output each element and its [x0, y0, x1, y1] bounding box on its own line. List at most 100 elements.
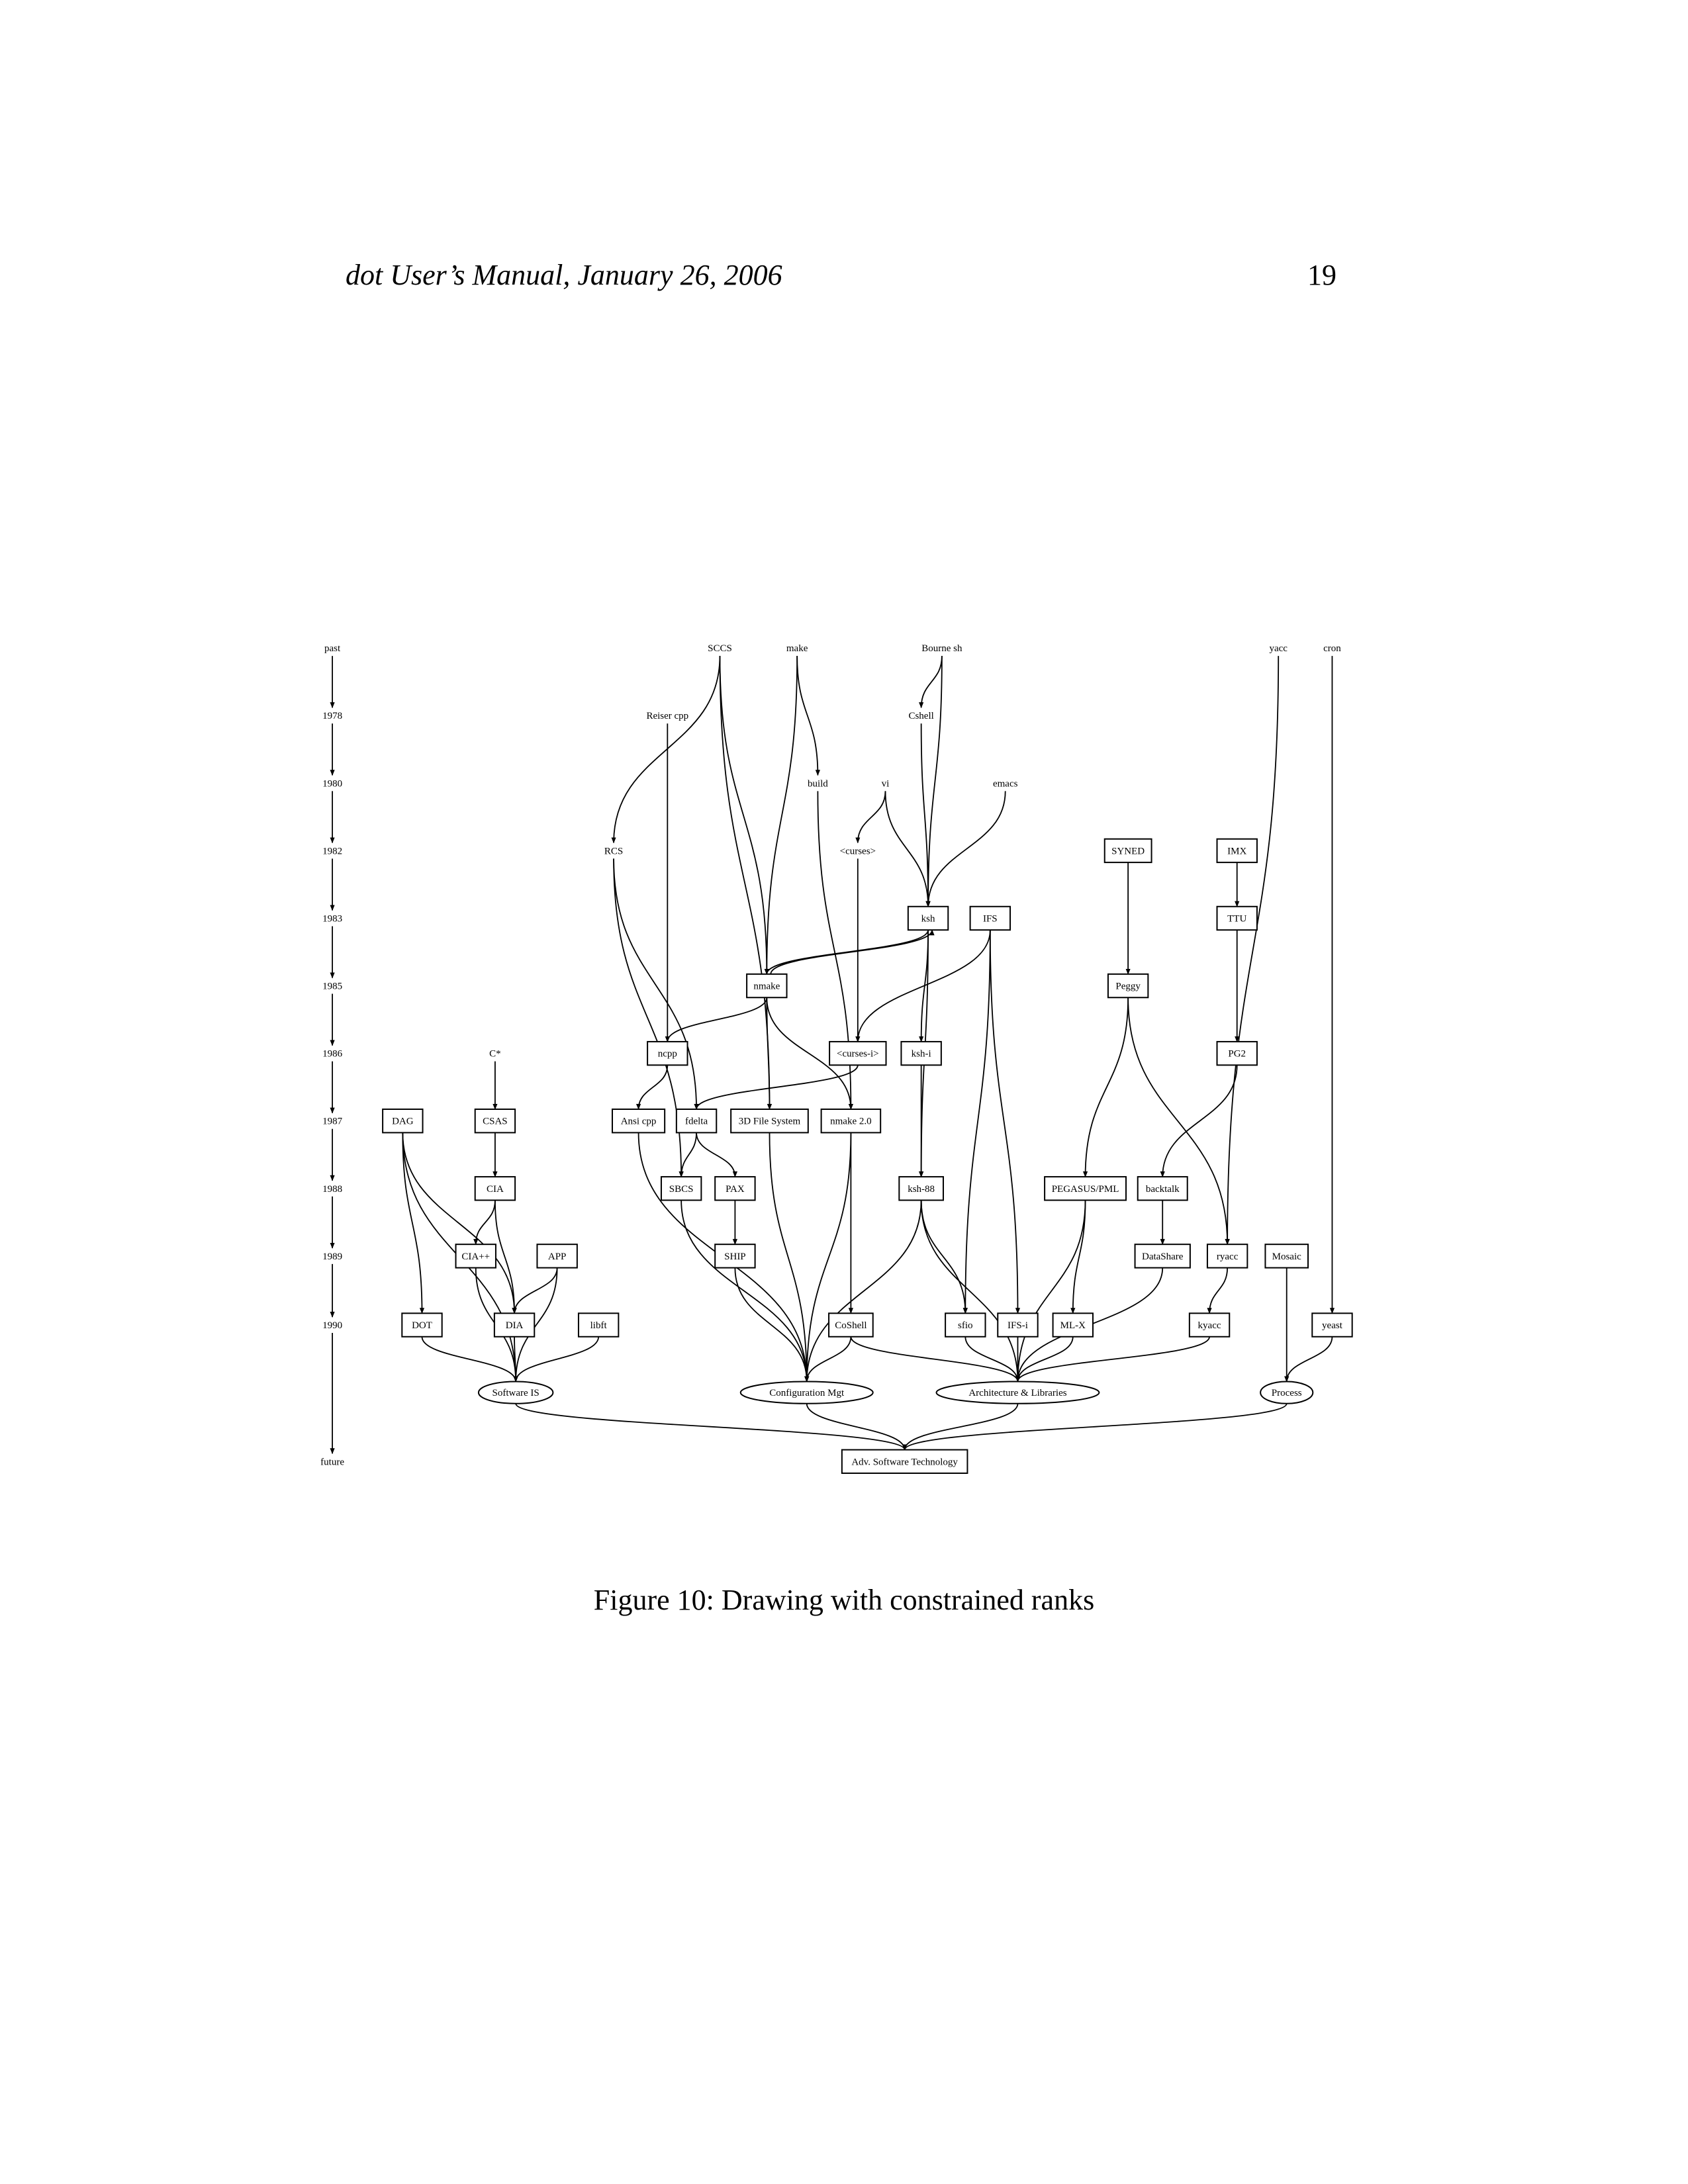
node-label: yeast — [1322, 1320, 1343, 1331]
graph-edge — [513, 1336, 600, 1383]
graph-node-csas: CSAS — [474, 1109, 516, 1134]
node-label: IFS-i — [1008, 1320, 1028, 1331]
graph-edge — [734, 1267, 810, 1383]
graph-node-1982: 1982 — [322, 846, 342, 856]
graph-node-reiser-cpp: Reiser cpp — [646, 711, 688, 721]
node-label: IFS — [983, 913, 998, 924]
node-label: ryacc — [1217, 1251, 1239, 1262]
node-label: 1987 — [322, 1116, 343, 1127]
node-label: <curses-i> — [837, 1049, 879, 1060]
graph-edge — [806, 1403, 908, 1451]
graph-edge — [513, 1267, 558, 1383]
node-label: DOT — [412, 1320, 432, 1331]
graph-edge — [1160, 1065, 1238, 1177]
graph-node-1985: 1985 — [322, 981, 342, 992]
graph-node-1990: 1990 — [322, 1320, 342, 1331]
graph-edge — [719, 656, 769, 975]
graph-node-future: future — [320, 1457, 344, 1467]
graph-node-ifs-i: IFS-i — [997, 1312, 1039, 1338]
nodes-layer: past 1978 1980 1982 1983 1985 1986 1987 1988 1989… — [320, 643, 1353, 1475]
node-label: 1983 — [322, 913, 342, 924]
node-box — [1311, 1312, 1353, 1338]
graph-node-1983: 1983 — [322, 913, 342, 924]
node-box — [841, 1449, 968, 1475]
node-label: build — [808, 778, 828, 789]
node-box — [1137, 1176, 1188, 1201]
figure-caption: Figure 10: Drawing with constrained rank… — [593, 1584, 1095, 1616]
node-box — [611, 1109, 666, 1134]
graph-node-dia: DIA — [493, 1312, 536, 1338]
node-label: cron — [1323, 643, 1341, 654]
node-box — [1188, 1312, 1231, 1338]
graph-edge — [769, 1132, 810, 1383]
graph-node-ansi-cpp: Ansi cpp — [611, 1109, 666, 1134]
node-box — [907, 905, 949, 931]
graph-node-1989: 1989 — [322, 1251, 342, 1262]
graph-edge — [884, 791, 931, 907]
node-label: libft — [590, 1320, 608, 1331]
graph-node-rcs: RCS — [604, 846, 623, 856]
graph-node-ifs: IFS — [969, 905, 1011, 931]
graph-node-fdelta: fdelta — [675, 1109, 718, 1134]
node-label: Configuration Mgt — [769, 1388, 845, 1398]
node-box — [1206, 1244, 1248, 1269]
node-label: TTU — [1227, 913, 1246, 924]
node-box — [898, 1176, 944, 1201]
node-box — [828, 1312, 874, 1338]
node-label: Peggy — [1115, 981, 1141, 992]
graph-edge — [402, 1132, 517, 1314]
graph-node-dot: DOT — [401, 1312, 443, 1338]
graph-node-syned: SYNED — [1103, 838, 1152, 864]
node-box — [536, 1244, 578, 1269]
graph-node-peggy: Peggy — [1107, 973, 1149, 999]
graph-node-1988: 1988 — [322, 1184, 342, 1195]
node-box — [1216, 1040, 1258, 1066]
graph-edge — [1127, 997, 1230, 1246]
node-label: 1990 — [322, 1320, 342, 1331]
graph-edge — [804, 1336, 852, 1383]
graph-edge — [635, 1065, 669, 1110]
node-label: sfio — [958, 1320, 973, 1331]
graph-node-ncpp: ncpp — [647, 1040, 688, 1066]
node-label: 1988 — [322, 1184, 342, 1195]
page-number: 19 — [1307, 259, 1336, 291]
graph-edge — [1284, 1336, 1333, 1383]
graph-node-architecture-libraries: Architecture & Libraries — [935, 1381, 1100, 1404]
graph-node-yeast: yeast — [1311, 1312, 1353, 1338]
node-label: kyacc — [1198, 1320, 1221, 1331]
node-label: ksh-i — [912, 1049, 931, 1060]
node-label: ksh — [921, 913, 935, 924]
graph-node-ttu: TTU — [1216, 905, 1258, 931]
node-label: Bourne sh — [921, 643, 962, 654]
graph-node-cia: CIA — [474, 1176, 516, 1201]
node-label: RCS — [604, 846, 623, 856]
graph-edge — [694, 1065, 859, 1110]
graph-edge — [1082, 997, 1129, 1177]
node-label: Software IS — [492, 1388, 539, 1398]
node-label: 1978 — [322, 711, 342, 721]
graph-node-curses-i: <curses-i> — [829, 1040, 887, 1066]
graph-edge — [925, 791, 1006, 907]
graph-node-cshell: Cshell — [908, 711, 933, 721]
node-label: SBCS — [669, 1184, 694, 1195]
graph-node-kyacc: kyacc — [1188, 1312, 1231, 1338]
node-box — [714, 1244, 756, 1269]
node-box — [455, 1244, 496, 1269]
node-ellipse — [739, 1381, 874, 1404]
node-box — [1103, 838, 1152, 864]
graph-node-backtalk: backtalk — [1137, 1176, 1188, 1201]
graph-edge — [513, 1336, 518, 1383]
running-header-title: dot User’s Manual, January 26, 2006 — [346, 259, 782, 291]
graph-node-emacs: emacs — [993, 778, 1018, 789]
node-label: 1986 — [322, 1049, 343, 1060]
graph-edge — [850, 1336, 1021, 1383]
node-label: APP — [548, 1251, 567, 1262]
graph-node-cia: CIA++ — [455, 1244, 496, 1269]
graph-edge — [804, 1132, 852, 1383]
node-box — [1044, 1176, 1127, 1201]
graph-edge — [1015, 1336, 1210, 1383]
node-ellipse — [477, 1381, 554, 1404]
graph-node-imx: IMX — [1216, 838, 1258, 864]
graph-node-ksh: ksh — [907, 905, 949, 931]
node-label: future — [320, 1457, 344, 1467]
